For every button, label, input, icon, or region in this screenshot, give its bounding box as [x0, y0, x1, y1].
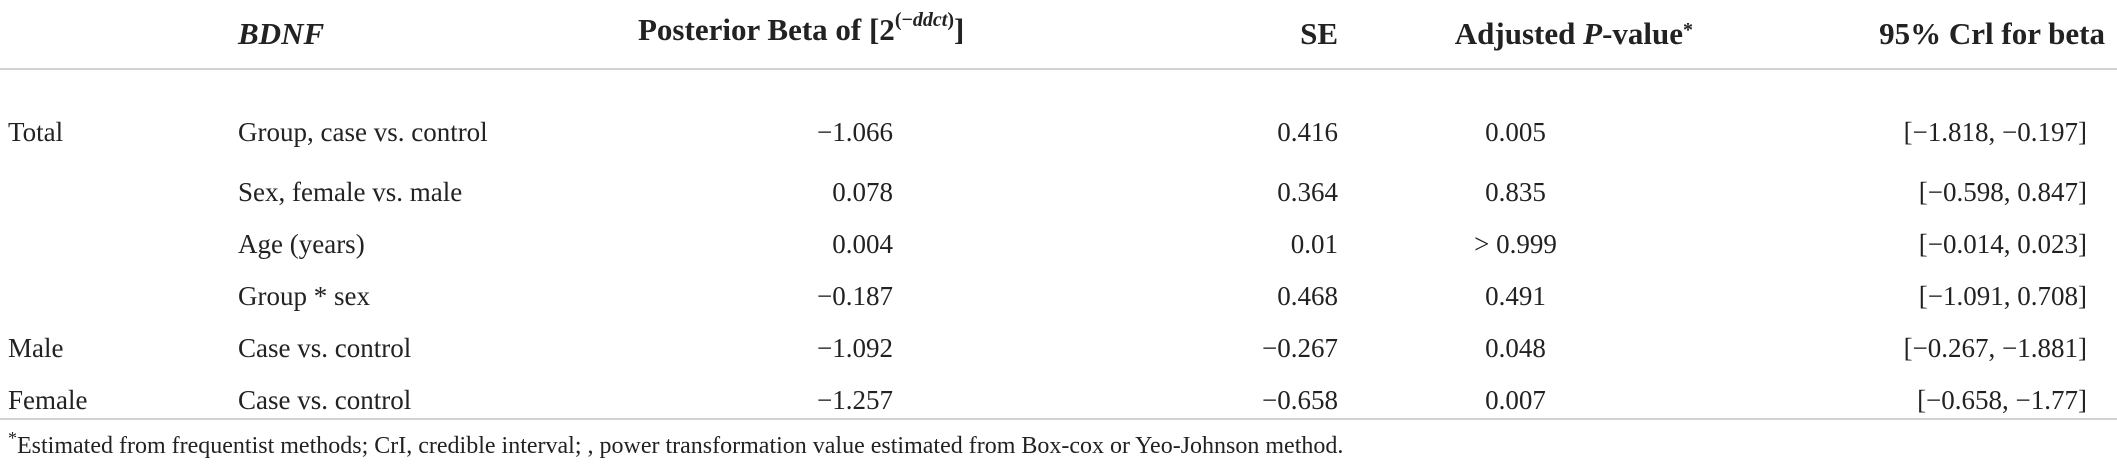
- table-footnote: *Estimated from frequentist methods; CrI…: [8, 428, 1343, 460]
- cell-p-value: 0.048: [1485, 332, 1546, 363]
- header-rule: [0, 68, 2117, 70]
- table-body: Total Group, case vs. control −1.066 0.4…: [0, 72, 2117, 426]
- header-p-italic: P: [1583, 16, 1603, 51]
- table-bottom-rule: [0, 418, 2117, 420]
- cell-ci: [−1.091, 0.708]: [1918, 280, 2087, 311]
- cell-variable: Case vs. control: [238, 332, 412, 363]
- header-group: [0, 0, 238, 72]
- cell-ci: [−0.267, −1.881]: [1903, 332, 2087, 363]
- cell-variable: Group, case vs. control: [238, 116, 488, 147]
- cell-se: −0.267: [1262, 332, 1338, 363]
- cell-group: [0, 166, 238, 218]
- cell-ci: [−0.658, −1.77]: [1917, 384, 2087, 415]
- cell-group: Female: [8, 384, 88, 415]
- table-row: Age (years) 0.004 0.01 > 0.999 [−0.014, …: [0, 218, 2117, 270]
- cell-ci: [−1.818, −0.197]: [1903, 116, 2087, 147]
- header-beta-suffix: ]: [953, 12, 965, 47]
- cell-beta: −1.092: [817, 332, 893, 363]
- header-adjusted-p: Adjusted P-value*: [1338, 0, 1693, 72]
- cell-p-value: 0.835: [1485, 176, 1546, 207]
- header-posterior-beta: Posterior Beta of [2(−ddct)]: [638, 9, 965, 48]
- cell-group: Total: [8, 116, 64, 147]
- table-row: Female Case vs. control −1.257 −0.658 0.…: [0, 374, 2117, 426]
- table-row: Male Case vs. control −1.092 −0.267 0.04…: [0, 322, 2117, 374]
- cell-beta: 0.004: [832, 228, 893, 259]
- cell-variable: Age (years): [238, 228, 365, 259]
- header-beta-prefix: Posterior Beta of [2: [638, 12, 895, 47]
- cell-se: 0.01: [1290, 228, 1338, 259]
- cell-se: 0.468: [1277, 280, 1338, 311]
- cell-beta: −0.187: [817, 280, 893, 311]
- header-bdnf: BDNF: [238, 0, 658, 72]
- cell-beta: −1.066: [817, 116, 893, 147]
- cell-beta: 0.078: [832, 176, 893, 207]
- header-beta-sup-open: (−: [894, 9, 913, 31]
- table-row: Sex, female vs. male 0.078 0.364 0.835 […: [0, 166, 2117, 218]
- cell-ci: [−0.598, 0.847]: [1918, 176, 2087, 207]
- header-p-prefix: Adjusted: [1454, 16, 1584, 51]
- cell-variable: Sex, female vs. male: [238, 176, 463, 207]
- header-row: BDNF SE Adjusted P-value* 95% Crl for be…: [0, 0, 2117, 72]
- cell-group: [0, 218, 238, 270]
- header-beta-sup-var: ddct: [912, 9, 948, 31]
- header-se: SE: [1300, 16, 1338, 51]
- cell-group: Male: [8, 332, 64, 363]
- cell-p-value: > 0.999: [1474, 228, 1557, 259]
- header-beta-superscript: (−ddct): [895, 9, 954, 31]
- cell-p-value: 0.491: [1485, 280, 1546, 311]
- cell-p-value: 0.007: [1485, 384, 1546, 415]
- table-row: Group * sex −0.187 0.468 0.491 [−1.091, …: [0, 270, 2117, 322]
- cell-variable: Case vs. control: [238, 384, 412, 415]
- header-bdnf-label: BDNF: [238, 16, 325, 51]
- cell-se: 0.416: [1277, 116, 1338, 147]
- cell-ci: [−0.014, 0.023]: [1918, 228, 2087, 259]
- header-p-suffix: -value: [1602, 16, 1683, 51]
- header-beta-sup-close: ): [947, 9, 954, 31]
- table-row: Total Group, case vs. control −1.066 0.4…: [0, 72, 2117, 166]
- results-table: BDNF SE Adjusted P-value* 95% Crl for be…: [0, 0, 2117, 426]
- cell-beta: −1.257: [817, 384, 893, 415]
- header-p-mark: *: [1683, 19, 1693, 41]
- cell-se: 0.364: [1277, 176, 1338, 207]
- cell-group: [0, 270, 238, 322]
- cell-p-value: 0.005: [1485, 116, 1546, 147]
- cell-se: −0.658: [1262, 384, 1338, 415]
- footnote-text: Estimated from frequentist methods; CrI,…: [17, 433, 1344, 459]
- cell-variable: Group * sex: [238, 280, 370, 311]
- header-ci: 95% Crl for beta: [1879, 16, 2105, 51]
- footnote-mark: *: [8, 428, 17, 448]
